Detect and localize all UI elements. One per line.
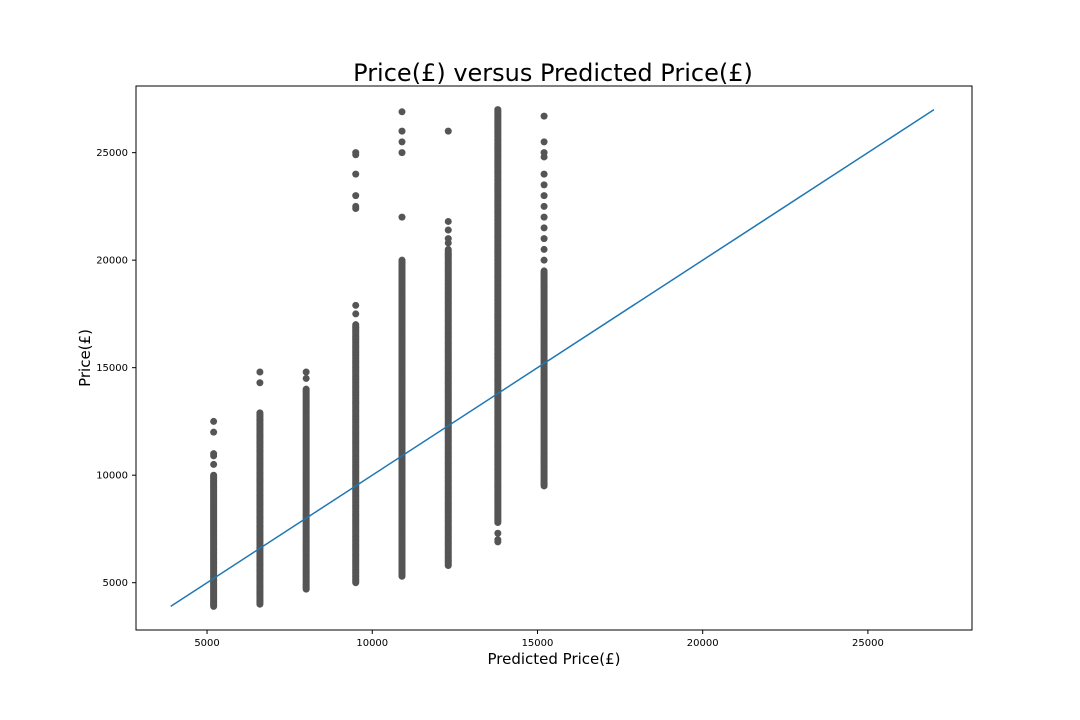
- scatter-point: [398, 149, 406, 157]
- y-tick-label: 5000: [103, 578, 128, 589]
- scatter-point: [256, 409, 264, 417]
- scatter-point: [444, 217, 452, 225]
- scatter-point: [540, 235, 548, 243]
- y-axis-label: Price(£): [76, 329, 94, 387]
- y-tick-label: 15000: [96, 363, 128, 374]
- y-tick-label: 10000: [96, 471, 128, 482]
- fit-line-layer: [170, 109, 935, 607]
- scatter-point: [210, 460, 218, 468]
- scatter-point: [444, 127, 452, 135]
- scatter-point: [210, 471, 218, 479]
- scatter-point: [494, 529, 502, 537]
- scatter-point: [352, 192, 360, 200]
- scatter-point: [540, 170, 548, 178]
- scatter-point: [540, 267, 548, 275]
- scatter-point: [398, 127, 406, 135]
- scatter-point: [352, 202, 360, 210]
- scatter-point: [398, 108, 406, 116]
- scatter-points: [210, 106, 548, 610]
- scatter-point: [540, 224, 548, 232]
- scatter-point: [352, 310, 360, 318]
- y-tick-label: 25000: [96, 148, 128, 159]
- scatter-point: [352, 321, 360, 329]
- scatter-point: [352, 149, 360, 157]
- scatter-point: [352, 301, 360, 309]
- scatter-point: [352, 170, 360, 178]
- x-tick-label: 10000: [356, 638, 388, 649]
- scatter-point: [210, 450, 218, 458]
- scatter-point: [256, 379, 264, 387]
- scatter-point: [210, 417, 218, 425]
- chart-title: Price(£) versus Predicted Price(£): [353, 59, 753, 87]
- x-tick-label: 20000: [687, 638, 719, 649]
- scatter-point: [540, 138, 548, 146]
- plot-frame: [135, 85, 973, 631]
- scatter-point: [210, 428, 218, 436]
- scatter-point: [540, 245, 548, 253]
- scatter-point: [540, 112, 548, 120]
- x-tick-label: 25000: [852, 638, 884, 649]
- scatter-point: [540, 181, 548, 189]
- scatter-point: [302, 368, 310, 376]
- x-tick-label: 15000: [522, 638, 554, 649]
- scatter-point: [256, 368, 264, 376]
- x-tick-label: 5000: [194, 638, 219, 649]
- scatter-point: [302, 374, 310, 382]
- scatter-point: [540, 149, 548, 157]
- scatter-point: [302, 385, 310, 393]
- scatter-point: [444, 245, 452, 253]
- scatter-point: [444, 235, 452, 243]
- y-tick-label: 20000: [96, 256, 128, 267]
- axis-ticks: 5000 10000 15000 20000 25000 5000 10000 15000 20…: [96, 148, 884, 649]
- fit-line: [170, 109, 935, 607]
- scatter-point: [540, 192, 548, 200]
- scatter-point: [398, 213, 406, 221]
- scatter-point: [540, 213, 548, 221]
- scatter-point: [540, 202, 548, 210]
- scatter-point: [494, 106, 502, 114]
- scatter-point: [444, 226, 452, 234]
- x-axis-label: Predicted Price(£): [487, 650, 620, 668]
- scatter-point: [398, 138, 406, 146]
- scatter-point: [540, 256, 548, 264]
- scatter-point: [494, 536, 502, 544]
- scatter-point: [398, 256, 406, 264]
